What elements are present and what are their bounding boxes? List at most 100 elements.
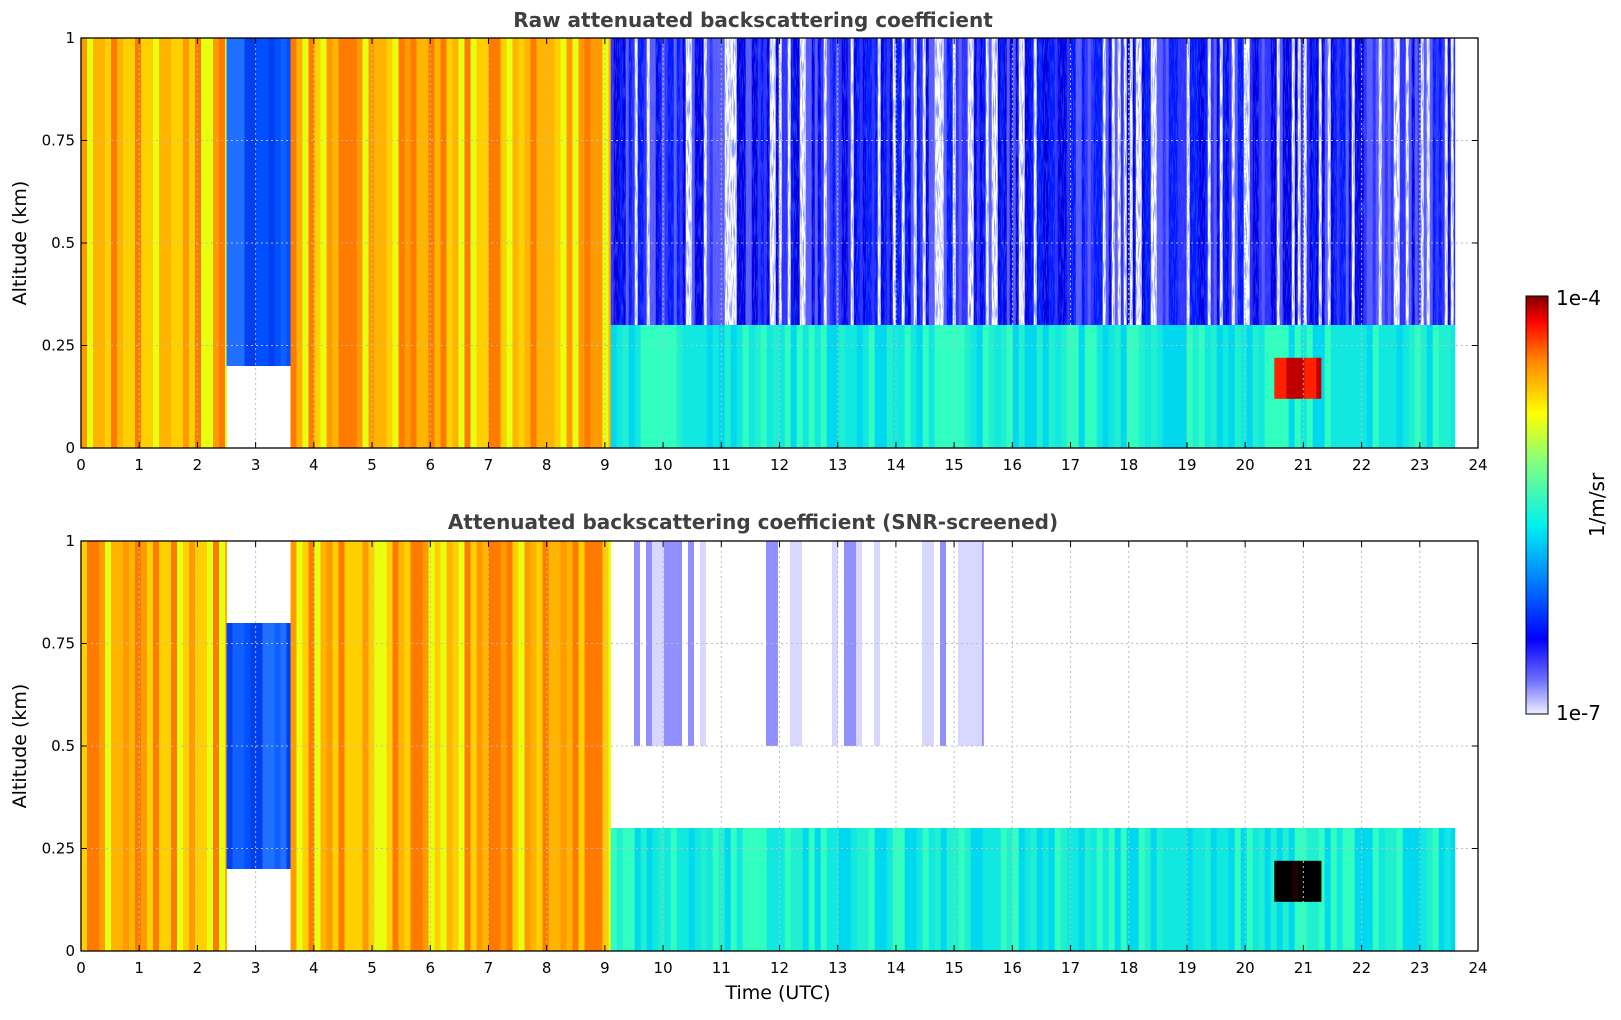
heatmap-cell <box>1204 325 1212 448</box>
heatmap-cell <box>1372 325 1380 448</box>
heatmap-cell <box>1138 325 1146 448</box>
heatmap-cell <box>736 541 743 746</box>
x-axis-ticks-raw: 0 1 2 3 4 5 6 7 8 9 10 11 12 13 14 15 16 17 18 19 20 21 22 23 24 <box>76 38 1488 474</box>
heatmap-cell <box>1324 325 1332 448</box>
heatmap-cell <box>1240 325 1248 448</box>
heatmap-cell <box>201 541 208 951</box>
heatmap-cell <box>994 325 1002 448</box>
heatmap-cell <box>928 828 936 951</box>
heatmap-cell <box>350 541 357 951</box>
x-tick-label: 3 <box>251 456 261 474</box>
heatmap-cell <box>560 38 567 448</box>
heatmap-cell <box>634 828 642 951</box>
heatmap-cell <box>946 828 954 951</box>
heatmap-cell <box>856 325 864 448</box>
heatmap-cell <box>1384 828 1392 951</box>
heatmap-cell <box>1138 828 1146 951</box>
heatmap-cell <box>880 541 887 746</box>
heatmap-cell <box>682 541 689 746</box>
heatmap-cell <box>117 541 124 951</box>
heatmap-cell <box>808 828 816 951</box>
heatmap-cell <box>622 828 630 951</box>
heatmap-cell <box>886 325 894 448</box>
heatmap-cell <box>1330 325 1338 448</box>
heatmap-cell <box>1234 828 1242 951</box>
heatmap-cell <box>676 541 683 746</box>
colorbar-min-label: 1e-7 <box>1556 701 1601 725</box>
heatmap-cell <box>832 325 840 448</box>
x-tick-label: 18 <box>1119 456 1138 474</box>
heatmap-cell <box>712 828 720 951</box>
heatmap-cell <box>250 38 257 366</box>
heatmap-cell <box>1132 325 1140 448</box>
heatmap-cell <box>832 828 840 951</box>
heatmap-cell <box>958 828 966 951</box>
heatmap-cell <box>856 541 863 746</box>
heatmap-cell <box>862 828 870 951</box>
heatmap-cell <box>790 325 798 448</box>
heatmap-region-moderate <box>610 325 1456 448</box>
heatmap-cell <box>380 38 387 448</box>
heatmap-cell <box>808 325 816 448</box>
heatmap-cell <box>646 828 654 951</box>
heatmap-cell <box>1012 325 1020 448</box>
heatmap-cell <box>530 541 537 951</box>
heatmap-cell <box>1438 828 1446 951</box>
y-tick-label: 0.75 <box>42 132 75 150</box>
heatmap-cell <box>970 325 978 448</box>
heatmap-cell <box>850 325 858 448</box>
heatmap-cell <box>640 828 648 951</box>
x-tick-label: 1 <box>134 456 144 474</box>
heatmap-cell <box>850 828 858 951</box>
panel-raw-title: Raw attenuated backscattering coefficien… <box>513 8 993 32</box>
heatmap-cell <box>832 541 839 746</box>
heatmap-cell <box>1270 828 1278 951</box>
heatmap-cell <box>1360 828 1368 951</box>
heatmap-cell <box>1402 325 1410 448</box>
heatmap-cell <box>422 38 429 448</box>
y-axis-ticks-raw: 0 0.25 0.5 0.75 1 <box>42 29 1478 457</box>
heatmap-cell <box>238 38 245 366</box>
x-tick-label: 6 <box>425 959 435 977</box>
heatmap-cell <box>1274 357 1281 399</box>
heatmap-cell <box>1006 828 1014 951</box>
heatmap-cell <box>566 38 573 448</box>
x-axis-label: Time (UTC) <box>724 982 830 1004</box>
heatmap-cell <box>772 541 779 746</box>
heatmap-cell <box>1120 325 1128 448</box>
heatmap-cell <box>736 325 744 448</box>
heatmap-cell <box>286 623 291 869</box>
heatmap-cell <box>1114 325 1122 448</box>
x-tick-label: 21 <box>1294 959 1313 977</box>
heatmap-cell <box>670 325 678 448</box>
heatmap-cell <box>111 38 118 448</box>
heatmap-cell <box>596 541 603 951</box>
heatmap-cell <box>302 38 309 448</box>
heatmap-cell <box>1018 325 1026 448</box>
heatmap-cell <box>1280 860 1287 902</box>
heatmap-cell <box>892 325 900 448</box>
heatmap-cell <box>826 541 833 746</box>
heatmap-cell <box>536 541 543 951</box>
colorbar-label: 1/m/sr <box>1585 472 1609 537</box>
heatmap-cell <box>452 38 459 448</box>
heatmap-cell <box>1096 325 1104 448</box>
y-tick-label: 0.5 <box>51 737 75 755</box>
heatmap-cell <box>262 38 269 366</box>
heatmap-cell <box>694 828 702 951</box>
heatmap-cell <box>1330 828 1338 951</box>
heatmap-cell <box>1126 325 1134 448</box>
heatmap-cell <box>446 38 453 448</box>
x-tick-label: 16 <box>1003 456 1022 474</box>
heatmap-cell <box>742 325 750 448</box>
heatmap-cell <box>1366 325 1374 448</box>
x-tick-label: 19 <box>1177 959 1196 977</box>
heatmap-cell <box>892 541 899 746</box>
heatmap-cell <box>386 541 393 951</box>
heatmap-cell <box>512 541 519 951</box>
x-tick-label: 15 <box>945 959 964 977</box>
colorbar-gradient <box>1525 295 1549 715</box>
heatmap-cell <box>1042 828 1050 951</box>
heatmap-cell <box>201 38 208 448</box>
heatmap-cell <box>790 541 797 746</box>
